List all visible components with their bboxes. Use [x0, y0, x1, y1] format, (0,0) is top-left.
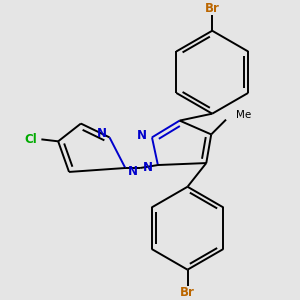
Text: Cl: Cl [24, 133, 37, 146]
Text: N: N [143, 160, 153, 173]
Text: N: N [97, 127, 106, 140]
Text: N: N [137, 129, 147, 142]
Text: Br: Br [180, 286, 195, 299]
Text: N: N [128, 165, 138, 178]
Text: Me: Me [236, 110, 251, 120]
Text: Br: Br [205, 2, 220, 14]
